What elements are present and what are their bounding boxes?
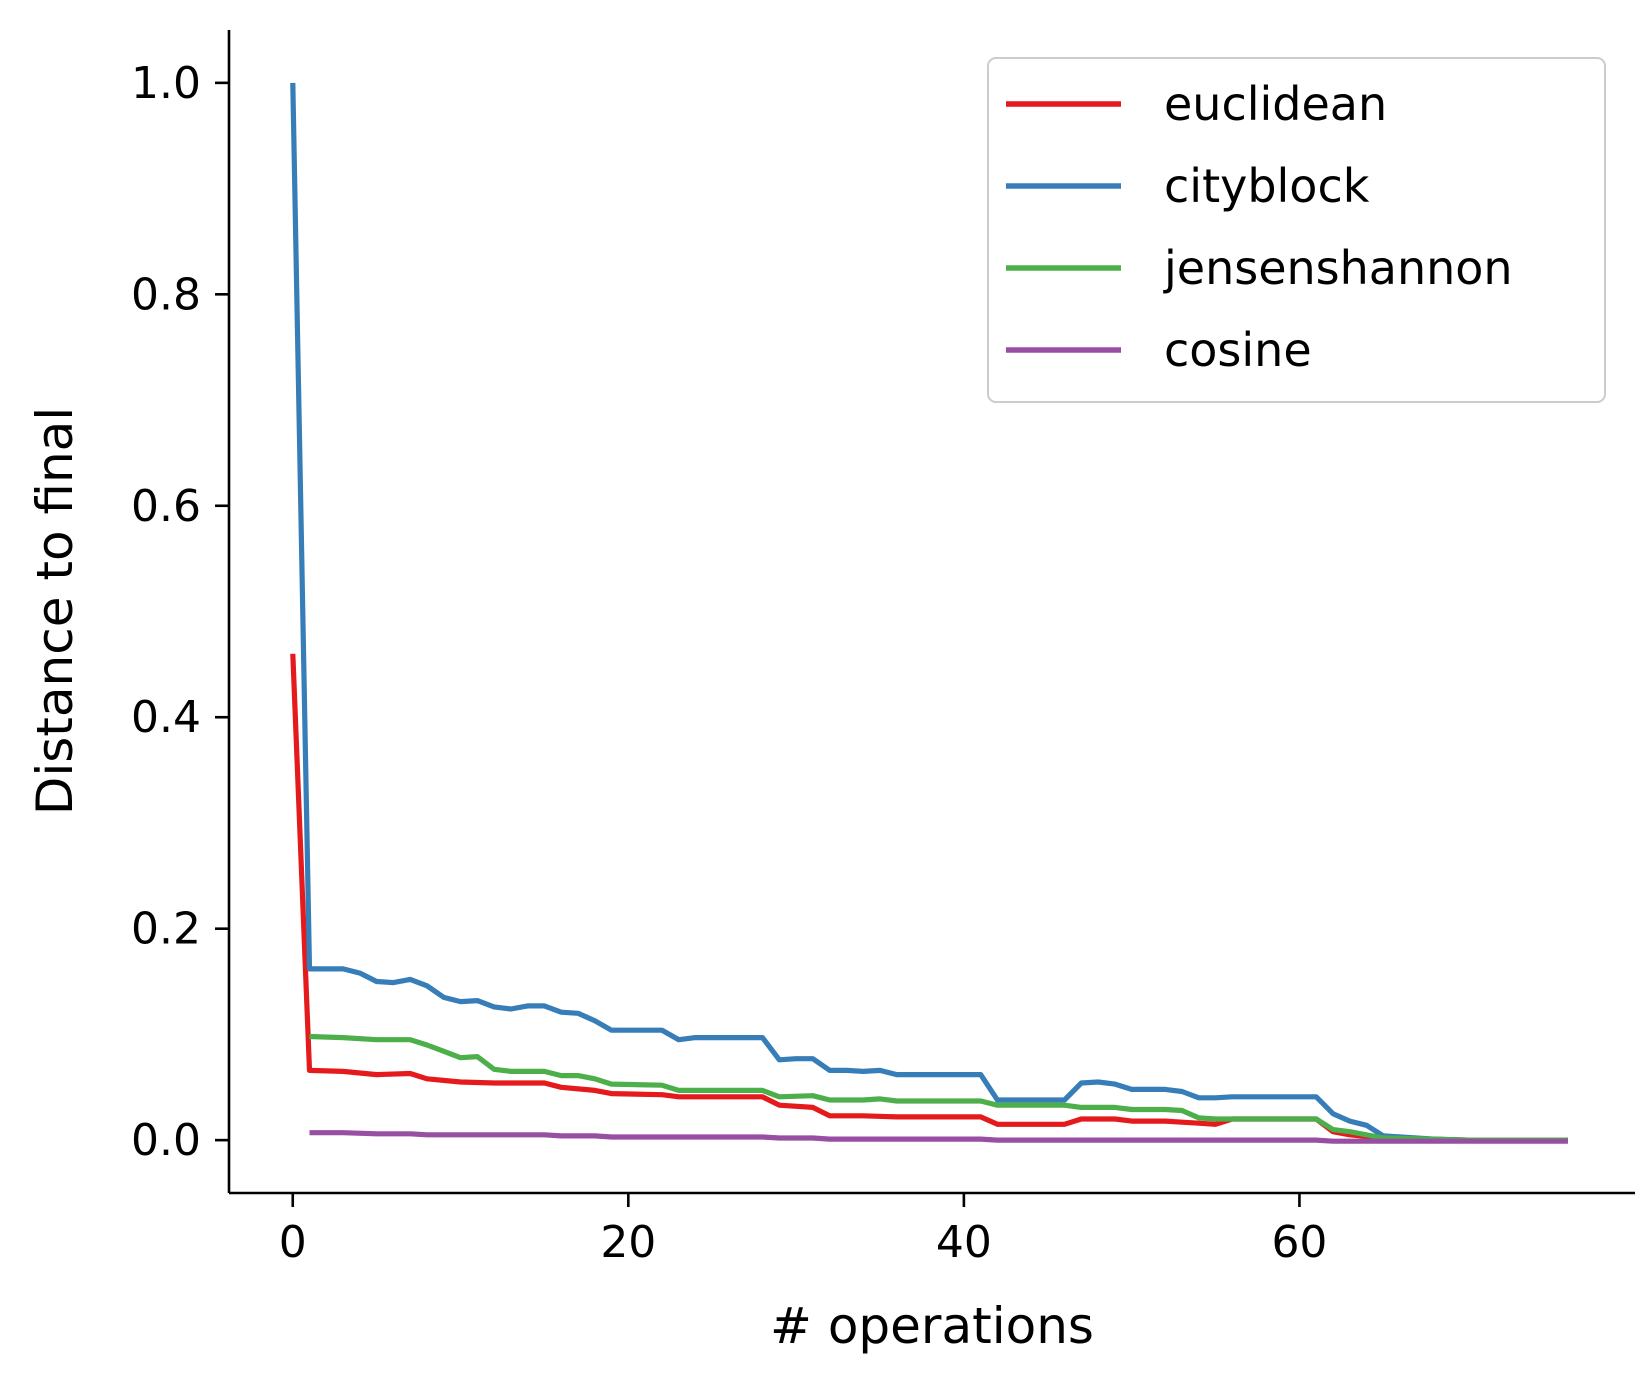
y-tick-label: 0.0 — [131, 1115, 201, 1166]
y-tick-label: 0.4 — [131, 692, 201, 743]
y-ticks: 0.0 0.2 0.4 0.6 0.8 1.0 — [131, 58, 229, 1166]
legend: euclidean cityblock jensenshannon cosine — [987, 57, 1606, 403]
x-ticks: 0 20 40 60 — [279, 1193, 1327, 1268]
legend-label-cityblock: cityblock — [1164, 159, 1370, 213]
series-line-euclidean — [290, 653, 1568, 1143]
y-tick-label: 1.0 — [131, 58, 201, 109]
y-axis-label: Distance to final — [26, 407, 84, 815]
legend-label-euclidean: euclidean — [1164, 77, 1387, 131]
x-tick-label: 20 — [600, 1217, 656, 1268]
axes — [227, 30, 1635, 1195]
series-line-cityblock — [290, 82, 1568, 1143]
y-tick-label: 0.2 — [131, 904, 201, 955]
series-line-cosine — [309, 1130, 1568, 1144]
x-tick-label: 60 — [1271, 1217, 1327, 1268]
x-tick-label: 0 — [279, 1217, 307, 1268]
legend-label-jensenshannon: jensenshannon — [1163, 241, 1513, 295]
series-line-jensenshannon — [309, 1033, 1568, 1143]
x-tick-label: 40 — [936, 1217, 992, 1268]
legend-label-cosine: cosine — [1164, 323, 1312, 377]
y-tick-label: 0.6 — [131, 481, 201, 532]
legend-frame — [987, 57, 1606, 403]
plot-lines — [290, 82, 1568, 1144]
x-axis-label: # operations — [770, 1297, 1094, 1355]
y-tick-label: 0.8 — [131, 269, 201, 320]
